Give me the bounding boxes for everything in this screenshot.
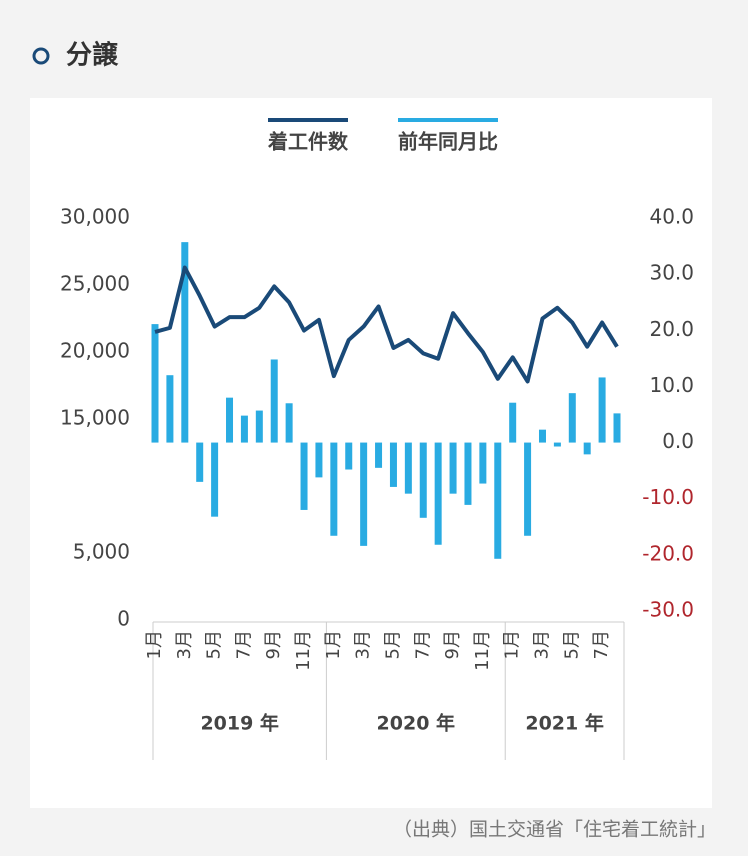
bar xyxy=(375,442,383,468)
bar xyxy=(300,442,308,510)
x-tick-label: 7月 xyxy=(412,630,433,659)
y2-tick-label: 40.0 xyxy=(649,205,694,229)
bar xyxy=(166,375,174,443)
bar xyxy=(464,442,472,505)
bar xyxy=(226,397,234,443)
bar xyxy=(553,442,561,447)
x-tick-label: 11月 xyxy=(293,630,314,671)
line xyxy=(154,265,619,384)
y-tick-label: 0 xyxy=(117,607,130,631)
bar xyxy=(449,442,457,494)
y2-tick-label: 20.0 xyxy=(649,317,694,341)
chart-card xyxy=(30,98,712,808)
group-label: 2019 年 xyxy=(200,712,279,735)
group-label: 2021 年 xyxy=(525,712,604,735)
bar xyxy=(524,442,532,536)
y2-tick-label: 10.0 xyxy=(649,373,694,397)
x-tick-label: 7月 xyxy=(233,630,254,659)
y2-tick-label: 30.0 xyxy=(649,261,694,285)
bar xyxy=(434,442,442,545)
bar xyxy=(419,442,427,518)
bar xyxy=(494,442,502,559)
bar xyxy=(240,415,248,443)
bar xyxy=(255,410,263,443)
y-tick-label: 5,000 xyxy=(73,540,130,564)
y2-tick-label: 0.0 xyxy=(662,429,694,453)
group-label: 2020 年 xyxy=(377,712,456,735)
legend-label: 前年同月比 xyxy=(398,130,498,154)
y-tick-label: 30,000 xyxy=(60,205,130,229)
bar xyxy=(568,393,576,443)
bar xyxy=(196,442,204,482)
x-tick-label: 11月 xyxy=(472,630,493,671)
bar xyxy=(315,442,323,478)
bar xyxy=(583,442,591,455)
y-tick-label: 20,000 xyxy=(60,339,130,363)
bar xyxy=(345,442,353,470)
x-tick-label: 5月 xyxy=(561,630,582,659)
x-tick-label: 1月 xyxy=(502,630,523,659)
x-tick-label: 9月 xyxy=(263,630,284,659)
x-tick-label: 1月 xyxy=(323,630,344,659)
bar xyxy=(151,324,159,443)
y2-tick-label: -30.0 xyxy=(642,598,694,622)
x-tick-label: 3月 xyxy=(531,630,552,659)
source: （出典）国土交通省「住宅着工統計」 xyxy=(393,819,716,841)
bar xyxy=(613,413,621,443)
bar xyxy=(509,402,517,443)
y-tick-label: 15,000 xyxy=(60,406,130,430)
title: 分譲 xyxy=(66,40,119,71)
x-tick-label: 3月 xyxy=(174,630,195,659)
bar xyxy=(270,359,278,443)
bar xyxy=(598,377,606,443)
y-tick-label: 25,000 xyxy=(60,272,130,296)
bar xyxy=(211,442,219,517)
x-tick-label: 7月 xyxy=(591,630,612,659)
bar xyxy=(479,442,487,484)
bar xyxy=(389,442,397,487)
bar xyxy=(404,442,412,494)
x-tick-label: 1月 xyxy=(144,630,165,659)
x-tick-label: 5月 xyxy=(382,630,403,659)
bar xyxy=(538,429,546,443)
bar xyxy=(285,403,293,443)
legend-label: 着工件数 xyxy=(267,130,349,154)
bar xyxy=(181,242,189,443)
y2-tick-label: -10.0 xyxy=(642,485,694,509)
bar xyxy=(330,442,338,536)
title-icon xyxy=(32,47,50,65)
y2-tick-label: -20.0 xyxy=(642,541,694,565)
x-tick-label: 5月 xyxy=(204,630,225,659)
bar xyxy=(360,442,368,546)
x-tick-label: 3月 xyxy=(353,630,374,659)
x-tick-label: 9月 xyxy=(442,630,463,659)
